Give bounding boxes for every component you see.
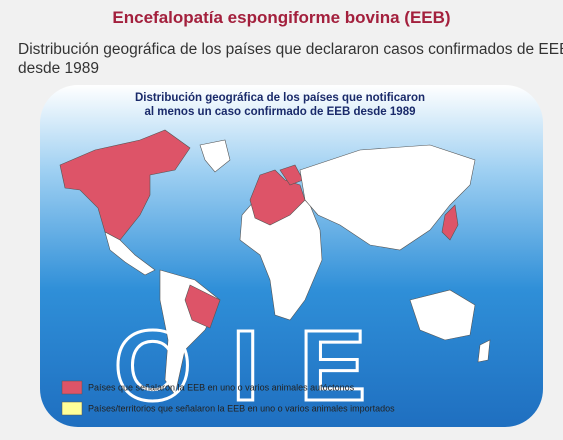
legend: Países que señalaron la EEB en uno o var… bbox=[61, 380, 395, 416]
map-title-line: Distribución geográfica de los países qu… bbox=[135, 92, 425, 104]
page-title: Encefalopatía espongiforme bovina (EEB) bbox=[112, 8, 451, 27]
legend-swatch bbox=[61, 380, 83, 395]
legend-swatch bbox=[61, 401, 83, 416]
oie-logo: OIE bbox=[114, 310, 406, 422]
continents bbox=[59, 129, 491, 396]
legend-label: Países que señalaron la EEB en uno o var… bbox=[88, 382, 355, 392]
map-title-line: al menos un caso confirmado de EEB desde… bbox=[145, 106, 416, 118]
legend-label: Países/territorios que señalaron la EEB … bbox=[88, 403, 395, 413]
page-subtitle: Distribución geográfica de los países qu… bbox=[18, 41, 563, 77]
